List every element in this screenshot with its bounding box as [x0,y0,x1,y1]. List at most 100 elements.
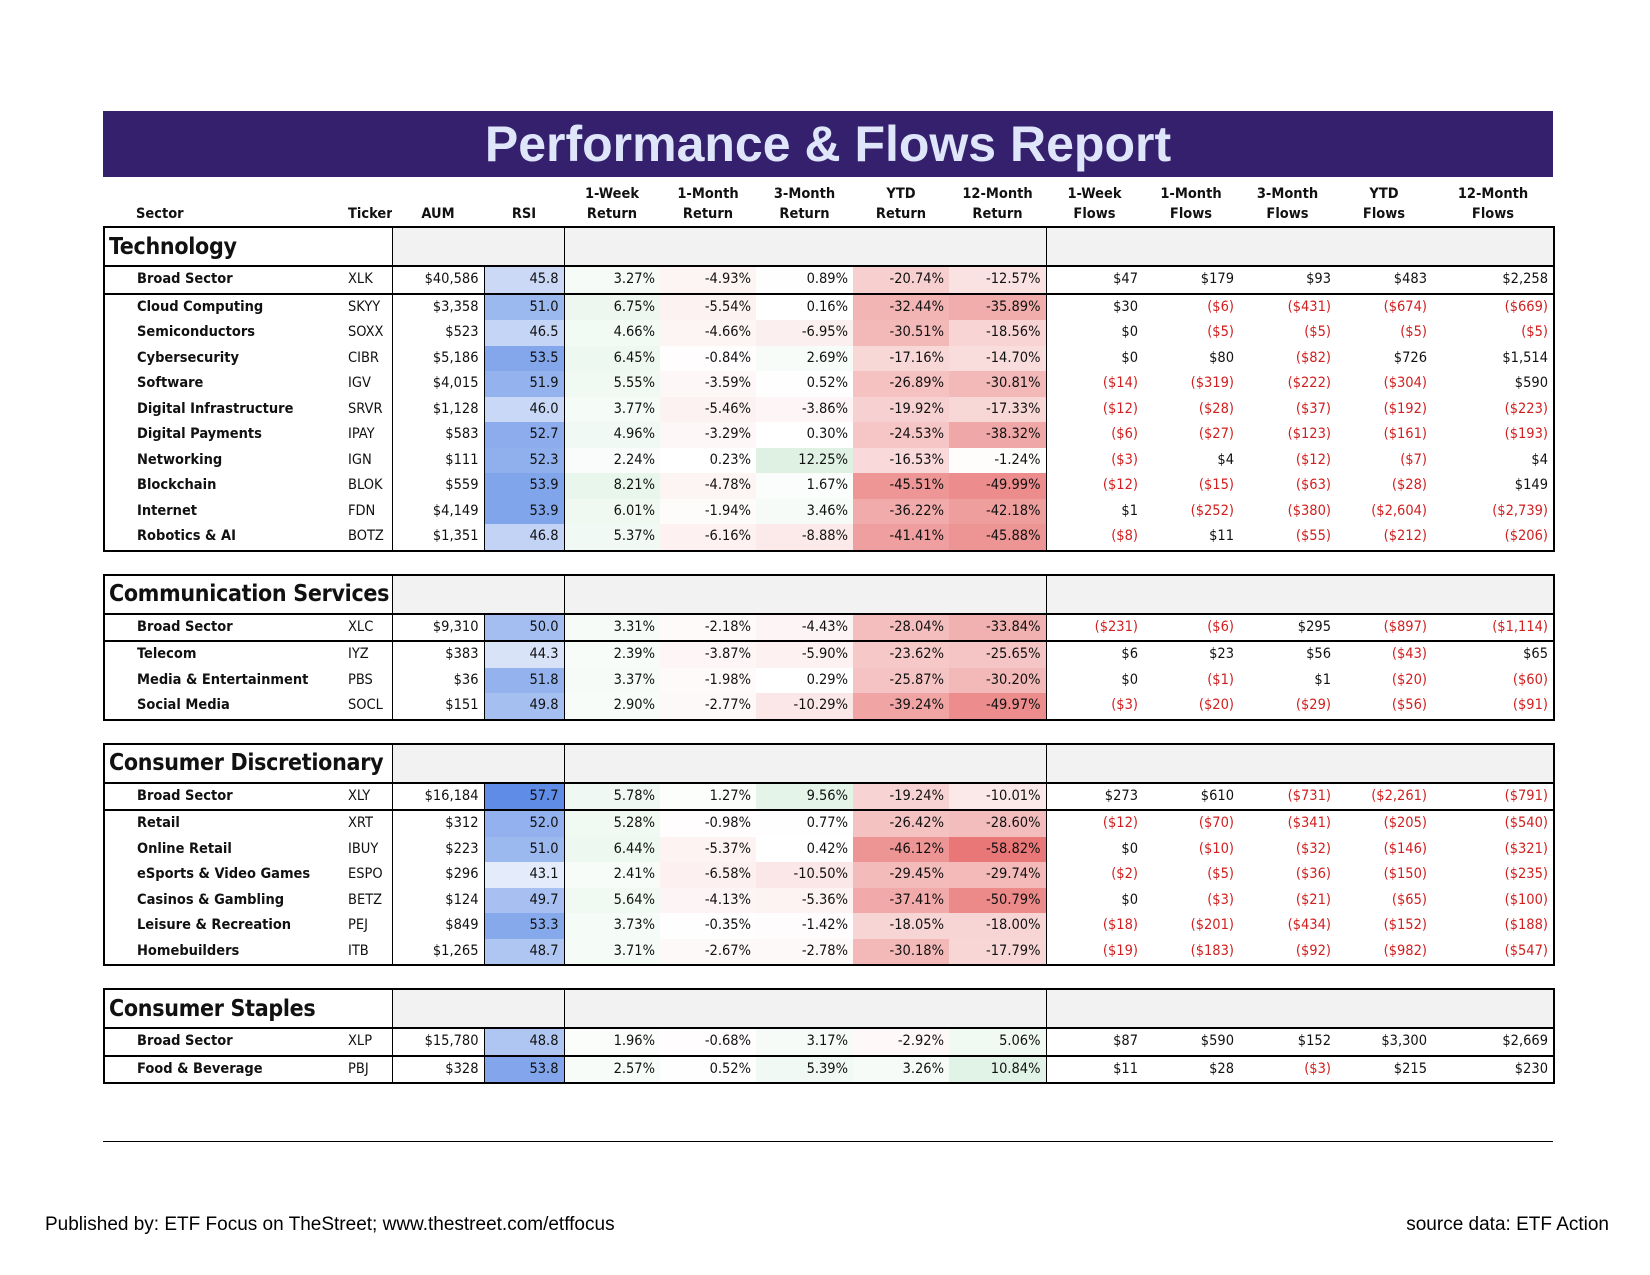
cell-3m-flows: ($380) [1287,502,1331,519]
cell-1w-flows: $6 [1045,641,1143,668]
cell-rsi: 48.7 [483,938,564,966]
group-header-fill [1045,988,1555,1029]
cell-12m-return: -50.79% [949,887,1046,913]
group-header-row: Communication Services [103,573,1555,615]
cell-aum: $1,128 [391,396,484,422]
cell-1m-return: -3.87% [660,641,756,668]
cell-12m-flows: ($91) [1432,693,1555,721]
cell-3m-return: 0.77% [756,810,853,837]
cell-ytd-return: -39.24% [853,693,949,721]
cell-ytd-return: -45.51% [853,473,949,499]
cell-3m-return: 2.69% [756,345,853,371]
cell-1w-return: 3.31% [563,613,660,642]
cell-rsi: 51.0 [483,836,564,862]
cell-rsi: 53.8 [483,1055,564,1084]
group-header-fill [1045,742,1555,784]
cell-ytd-return: -16.53% [853,447,949,473]
cell-1m-return: -6.58% [660,862,756,888]
cell-1m-return: -0.84% [660,345,756,371]
cell-1w-return: 4.96% [563,422,660,448]
cell-rsi: 51.8 [483,667,564,693]
cell-3m-flows: ($731) [1239,782,1336,811]
cell-ytd-return: -30.18% [853,938,949,966]
table-row: Homebuilders ITB $1,265 48.7 3.71% -2.67% -2.7… [103,938,1555,966]
cell-12m-flows: $2,258 [1432,266,1555,295]
cell-ticker: FDN [348,502,376,519]
cell-ticker: CIBR [348,349,379,366]
cell-3m-flows: ($63) [1295,477,1331,493]
cell-ytd-return: -41.41% [853,524,949,552]
cell-sector: Telecom [103,641,330,668]
cell-12m-return: -28.60% [949,810,1046,837]
cell-ytd-flows: $215 [1336,1055,1432,1084]
cell-1m-return: -5.46% [660,396,756,422]
cell-12m-flows: ($1,114) [1432,613,1555,642]
cell-ytd-flows: ($152) [1383,917,1427,933]
cell-sector: Cloud Computing [103,293,330,320]
cell-1w-flows: ($3) [1045,693,1143,721]
cell-12m-flows: ($193) [1432,422,1555,448]
cell-1w-flows: $0 [1045,836,1143,862]
cell-3m-flows: ($3) [1239,1055,1336,1084]
cell-1m-flows: ($319) [1190,375,1234,391]
cell-12m-flows: ($2,739) [1432,498,1555,524]
group-header-fill [1045,573,1555,615]
cell-1w-return: 2.24% [563,447,660,473]
cell-12m-flows: ($5) [1432,320,1555,346]
group-title: Technology [103,226,392,267]
cell-sector: Online Retail [103,836,330,862]
cell-1w-flows: $0 [1045,667,1143,693]
group-title: Communication Services [103,573,392,615]
group-header-fill [563,742,1046,784]
cell-12m-return: -29.74% [949,862,1046,888]
group-header-row: Technology [103,226,1555,267]
table-row: Digital Payments IPAY $583 52.7 4.96% -3.29% 0… [103,422,1555,448]
header-3m-flows: 3-Month Flows [1256,186,1319,222]
cell-sector: Digital Infrastructure [103,396,330,422]
cell-3m-return: 1.67% [756,473,853,499]
cell-ticker: SOCL [330,693,392,721]
cell-ytd-return: -25.87% [853,667,949,693]
header-rsi: RSI [511,206,537,222]
cell-3m-flows: ($82) [1295,349,1331,366]
cell-aum: $583 [391,422,484,448]
cell-3m-flows: $1 [1314,671,1331,688]
cell-sector: Social Media [103,693,330,721]
cell-1m-flows: ($5) [1207,866,1234,882]
cell-ticker: PBJ [330,1055,392,1084]
cell-1w-return: 8.21% [563,473,660,499]
cell-1w-flows: $87 [1045,1028,1143,1057]
cell-aum: $40,586 [391,266,484,295]
cell-1m-return: -0.35% [660,913,756,939]
cell-ytd-flows: ($146) [1383,840,1427,857]
cell-3m-return: -5.36% [756,887,853,913]
cell-ticker: XLP [330,1028,392,1057]
cell-12m-return: -30.20% [949,667,1046,693]
cell-3m-return: 0.16% [756,293,853,320]
cell-12m-return: -17.33% [949,396,1046,422]
cell-ytd-flows: ($161) [1383,426,1427,442]
header-1m-flows: 1-Month Flows [1160,186,1222,222]
table-row: Casinos & Gambling BETZ $124 49.7 5.64% -4.13… [103,887,1555,913]
cell-3m-return: 9.56% [756,782,853,811]
cell-3m-flows: ($32) [1295,840,1331,857]
cell-1w-return: 5.55% [563,371,660,397]
cell-1w-return: 4.66% [563,320,660,346]
cell-ytd-flows: ($304) [1383,375,1427,391]
cell-ticker: XLK [330,266,392,295]
cell-12m-flows: ($206) [1432,524,1555,552]
cell-rsi: 51.0 [483,293,564,320]
cell-ticker: XLC [330,613,392,642]
cell-rsi: 49.7 [483,887,564,913]
cell-aum: $523 [391,320,484,346]
cell-ticker: SOXX [348,324,384,340]
cell-12m-flows: ($791) [1432,782,1555,811]
cell-ytd-return: 3.26% [853,1055,949,1084]
cell-rsi: 46.8 [483,524,564,552]
table-row: Networking IGN $111 52.3 2.24% 0.23% 12.25% -16… [103,447,1555,473]
table-body: Technology Broad Sector XLK $40,586 45.8 3.27… [103,226,1555,1084]
cell-1m-return: -2.67% [660,938,756,966]
cell-ticker: SKYY [348,298,381,315]
cell-12m-return: -10.01% [949,782,1046,811]
cell-1w-flows: ($2) [1045,862,1143,888]
